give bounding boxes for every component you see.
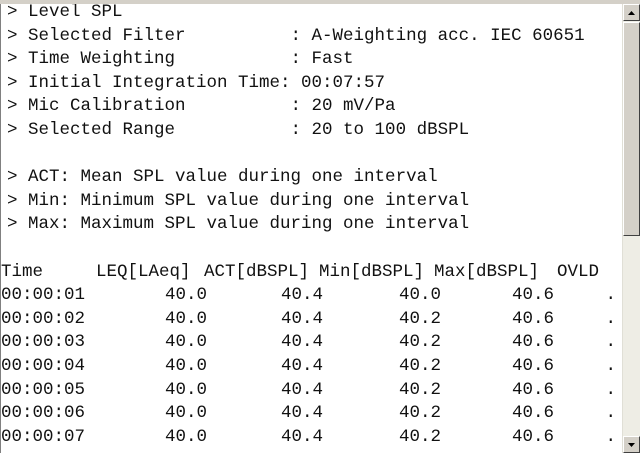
time-cell: 00:00:07 <box>1 426 86 447</box>
header-line: > Selected Range : 20 to 100 dBSPL <box>7 120 470 140</box>
scrollbar[interactable] <box>622 4 640 453</box>
column-header: OVLD <box>557 261 600 282</box>
column-header: ACT[dBSPL] <box>204 261 310 282</box>
time-cell: 00:00:02 <box>1 308 86 329</box>
value-cell: . <box>605 403 616 424</box>
value-cell: 40.0 <box>164 332 207 353</box>
header-line: > Level SPL <box>7 4 123 22</box>
time-cell: 00:00:04 <box>1 356 86 376</box>
header-line: > Mic Calibration : 20 mV/Pa <box>7 96 396 117</box>
time-cell: 00:00:01 <box>1 285 86 306</box>
column-header: Min[dBSPL] <box>319 261 425 282</box>
value-cell: 40.6 <box>511 285 554 306</box>
value-cell: 40.0 <box>398 285 441 306</box>
column-header: LEQ[LAeq] <box>96 261 191 282</box>
value-cell: 40.4 <box>280 356 323 376</box>
scroll-up[interactable] <box>623 4 640 21</box>
value-cell: 40.2 <box>398 426 441 447</box>
value-cell: 40.2 <box>398 379 441 400</box>
value-cell: 40.4 <box>280 379 323 400</box>
time-cell: 00:00:05 <box>1 379 86 400</box>
value-cell: 40.4 <box>280 332 323 353</box>
value-cell: . <box>605 308 616 329</box>
header-line: > Time Weighting : Fast <box>7 49 354 70</box>
time-cell: 00:00:03 <box>1 332 86 353</box>
log-window: > Level SPL > Selected Filter : A-Weighti… <box>0 4 640 453</box>
value-cell: 40.0 <box>164 308 207 329</box>
value-cell: 40.6 <box>511 356 554 376</box>
value-cell: 40.6 <box>511 379 554 400</box>
header-line: > Initial Integration Time: 00:07:57 <box>7 72 386 93</box>
value-cell: 40.0 <box>164 379 207 400</box>
value-cell: 40.4 <box>280 426 323 447</box>
value-cell: 40.2 <box>398 308 441 329</box>
value-cell: 40.2 <box>398 332 441 353</box>
value-cell: 40.6 <box>511 426 554 447</box>
column-header: Time <box>1 261 44 282</box>
value-cell: 40.2 <box>398 356 441 376</box>
legend-line: > Min: Minimum SPL value during one inte… <box>7 190 470 211</box>
value-cell: 40.6 <box>511 332 554 353</box>
value-cell: . <box>605 379 616 400</box>
value-cell: 40.4 <box>280 285 323 306</box>
scroll-thumb[interactable] <box>623 22 640 236</box>
legend-line: > Max: Maximum SPL value during one inte… <box>7 214 470 235</box>
column-header: Max[dBSPL] <box>434 261 540 282</box>
value-cell: . <box>605 426 616 447</box>
value-cell: 40.0 <box>164 403 207 424</box>
value-cell: 40.6 <box>511 403 554 424</box>
scroll-down[interactable] <box>623 436 640 453</box>
value-cell: 40.0 <box>164 356 207 376</box>
value-cell: 40.4 <box>280 308 323 329</box>
value-cell: 40.6 <box>511 308 554 329</box>
header-line: > Selected Filter : A-Weighting acc. IEC… <box>7 25 585 46</box>
value-cell: . <box>605 332 616 353</box>
down-arrow <box>628 443 635 447</box>
value-cell: . <box>605 356 616 376</box>
value-cell: . <box>605 285 616 306</box>
value-cell: 40.4 <box>280 403 323 424</box>
value-cell: 40.0 <box>164 426 207 447</box>
time-cell: 00:00:06 <box>1 403 86 424</box>
value-cell: 40.0 <box>164 285 207 306</box>
value-cell: 40.2 <box>398 403 441 424</box>
up-arrow <box>628 11 635 15</box>
legend-line: > ACT: Mean SPL value during one interva… <box>7 167 438 188</box>
